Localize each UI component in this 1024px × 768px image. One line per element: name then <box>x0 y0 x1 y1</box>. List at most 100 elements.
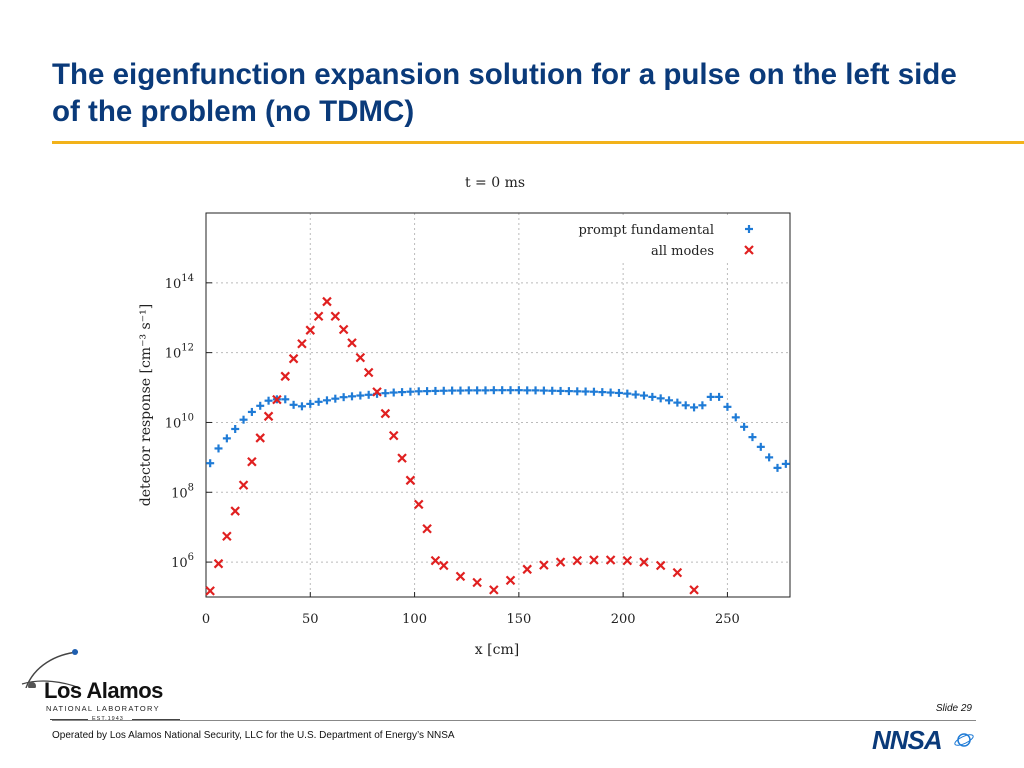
prompt-fundamental-point <box>456 386 465 395</box>
legend-label-all-modes: all modes <box>651 244 714 259</box>
y-axis-label: detector response [cm⁻³ s⁻¹] <box>138 304 154 506</box>
all-modes-point <box>263 411 274 422</box>
all-modes-point <box>330 311 341 322</box>
prompt-fundamental-point <box>573 387 582 396</box>
prompt-fundamental-point <box>740 422 749 431</box>
prompt-fundamental-point <box>539 386 548 395</box>
title-underline <box>52 141 1024 144</box>
footer-text: Operated by Los Alamos National Security… <box>52 730 455 741</box>
all-modes-point <box>297 338 307 349</box>
all-modes-point <box>380 408 391 419</box>
all-modes-point <box>288 353 299 364</box>
all-modes-point <box>372 387 382 397</box>
all-modes-point <box>305 325 316 335</box>
prompt-fundamental-point <box>698 401 707 410</box>
prompt-fundamental-point <box>556 386 565 395</box>
all-modes-point <box>222 531 232 542</box>
prompt-fundamental-point <box>748 433 757 442</box>
prompt-fundamental-point <box>389 388 398 397</box>
x-tick-label: 50 <box>302 612 319 627</box>
chart-legend: prompt fundamental all modes <box>545 216 785 262</box>
prompt-fundamental-point <box>640 391 648 400</box>
prompt-fundamental-point <box>581 387 590 396</box>
prompt-fundamental-point <box>398 388 407 397</box>
all-modes-point <box>213 558 224 569</box>
y-tick-label: 1010 <box>165 412 194 431</box>
all-modes-point <box>247 456 257 467</box>
logo-est-line-right <box>132 719 180 720</box>
nnsa-logo: NNSA <box>872 726 974 754</box>
all-modes-point <box>505 575 516 586</box>
all-modes-point <box>655 560 666 571</box>
all-modes-point <box>689 585 699 595</box>
prompt-fundamental-point <box>623 389 632 398</box>
all-modes-point <box>472 577 482 588</box>
prompt-fundamental-point <box>706 392 715 401</box>
all-modes-point <box>572 555 583 566</box>
x-axis-label: x [cm] <box>475 642 519 658</box>
all-modes-point <box>430 555 441 566</box>
prompt-fundamental-point <box>648 392 657 401</box>
x-tick-label: 150 <box>506 612 531 627</box>
y-tick-label: 1014 <box>165 273 194 292</box>
prompt-fundamental-point <box>690 403 699 412</box>
all-modes-point <box>489 585 499 595</box>
chart-title: t = 0 ms <box>465 175 525 191</box>
legend-markers <box>744 225 754 255</box>
prompt-fundamental-point <box>731 413 740 422</box>
all-modes-point <box>405 475 416 486</box>
prompt-fundamental-point <box>306 399 315 408</box>
prompt-fundamental-point <box>473 386 482 395</box>
prompt-fundamental-point <box>765 453 774 462</box>
all-modes-point <box>455 571 466 582</box>
prompt-fundamental-point <box>673 398 682 407</box>
prompt-fundamental-point <box>247 407 256 416</box>
prompt-fundamental-point <box>773 463 782 472</box>
all-modes-point <box>422 524 432 534</box>
prompt-fundamental-point <box>531 386 540 395</box>
all-modes-point <box>272 394 282 405</box>
prompt-fundamental-point <box>239 415 248 424</box>
prompt-fundamental-point <box>606 388 615 397</box>
prompt-fundamental-point <box>431 386 440 395</box>
legend-marker-all-modes <box>744 245 754 255</box>
y-tick-label: 108 <box>171 482 194 501</box>
chart-marks <box>205 296 790 596</box>
all-modes-point <box>205 586 215 596</box>
all-modes-point <box>589 555 599 565</box>
prompt-fundamental-point <box>439 386 448 395</box>
prompt-fundamental-point <box>489 386 498 395</box>
lanl-logo-subtext: NATIONAL LABORATORY <box>46 704 160 713</box>
prompt-fundamental-point <box>723 402 732 411</box>
detector-response-chart: 0 50 100 150 200 250 106 108 1010 1012 1014 t = 0 … <box>138 175 791 658</box>
all-modes-point <box>355 352 366 363</box>
all-modes-point <box>363 367 374 378</box>
prompt-fundamental-point <box>464 386 473 395</box>
prompt-fundamental-point <box>614 388 623 397</box>
all-modes-point <box>322 296 332 307</box>
prompt-fundamental-point <box>656 394 665 403</box>
lanl-logo-est: EST.1943 <box>92 716 124 722</box>
prompt-fundamental-point <box>406 387 415 396</box>
x-tick-label: 250 <box>715 612 740 627</box>
prompt-fundamental-point <box>631 390 640 399</box>
prompt-fundamental-point <box>348 392 356 401</box>
all-modes-point <box>347 338 357 348</box>
nnsa-logo-text: NNSA <box>872 726 942 754</box>
lanl-logo-text: Los Alamos <box>44 678 163 703</box>
all-modes-point <box>313 311 324 322</box>
all-modes-point <box>438 560 449 571</box>
prompt-fundamental-point <box>448 386 457 395</box>
lanl-logo: Los Alamos NATIONAL LABORATORY EST.1943 <box>20 648 190 730</box>
prompt-fundamental-point <box>214 444 223 453</box>
all-modes-point <box>555 557 566 567</box>
x-tick-label: 200 <box>611 612 636 627</box>
all-modes-point <box>280 371 291 382</box>
prompt-fundamental-point <box>781 459 790 468</box>
all-modes-point <box>639 557 649 567</box>
prompt-fundamental-point <box>281 395 290 404</box>
atom-swoosh-icon <box>21 649 81 688</box>
prompt-fundamental-point <box>206 459 215 468</box>
prompt-fundamental-point <box>548 386 557 395</box>
legend-box <box>545 216 785 262</box>
